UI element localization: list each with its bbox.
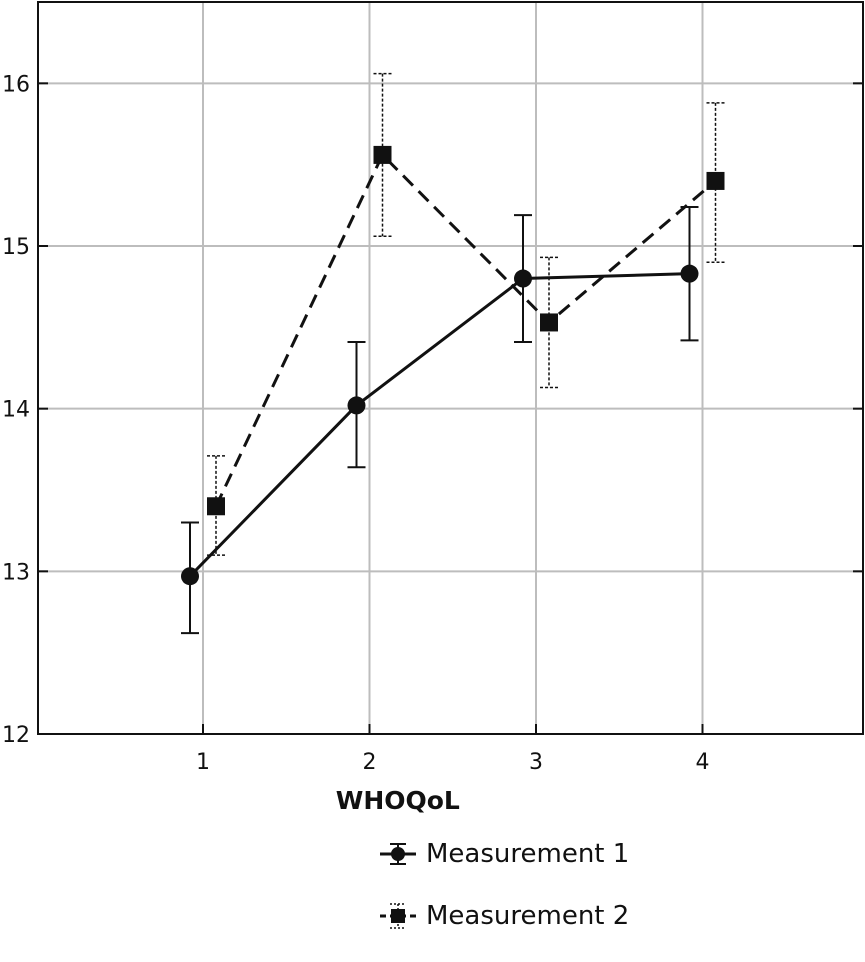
x-axis-title: WHOQoL [336,786,460,815]
error-bar [207,455,225,556]
data-point [706,171,725,190]
data-point [207,497,225,516]
series-2 [207,72,725,556]
x-tick-label: 1 [196,750,210,775]
data-point [181,567,199,586]
data-point [680,264,699,283]
series-line [188,272,690,578]
data-point [347,396,366,415]
series-line [214,152,717,507]
legend-item-measurement-1: Measurement 1 [378,838,629,870]
legend-label-measurement-1: Measurement 1 [426,839,630,869]
y-tick-label: 13 [2,560,30,585]
x-tick-label: 2 [363,750,377,775]
y-tick-label: 12 [2,723,30,748]
y-tick-label: 16 [2,72,30,97]
data-point [373,145,392,164]
x-tick-label: 4 [696,750,710,775]
data-point [514,269,532,288]
x-axis: 1 2 3 4 [196,724,710,775]
y-tick-label: 15 [2,235,30,260]
data-point [540,313,558,332]
legend-label-measurement-2: Measurement 2 [426,901,630,931]
plot-frame [37,1,864,735]
legend-swatch-solid-circle-icon [380,843,416,865]
legend-swatch-dashed-square-icon [380,903,416,929]
legend: Measurement 1 Measurement 2 [378,838,629,962]
series-1 [181,205,699,635]
x-tick-label: 3 [529,750,543,775]
series-layer [181,72,725,635]
grid [38,2,863,735]
legend-item-measurement-2: Measurement 2 [378,900,629,932]
error-bar [706,102,725,264]
y-tick-label: 14 [2,398,30,423]
y-axis: 12 13 14 15 16 [2,72,863,748]
